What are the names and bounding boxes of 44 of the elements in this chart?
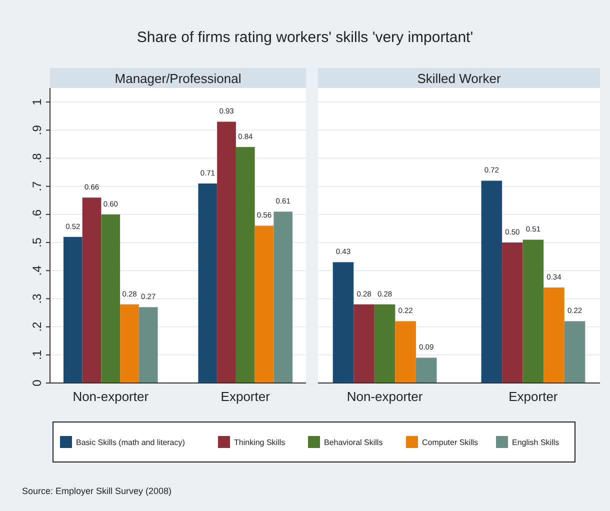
x-tick-label: Exporter: [508, 389, 558, 404]
bar: [138, 307, 158, 383]
chart-subtitle: Manager/Professional: [114, 71, 242, 86]
x-tick-label: Exporter: [220, 389, 271, 404]
x-tick-label: Non-exporter: [346, 389, 424, 404]
bar: [274, 212, 293, 383]
legend-label: Thinking Skills: [234, 438, 286, 447]
chart-subtitle: Skilled Worker: [417, 71, 502, 86]
bar: [522, 240, 544, 383]
y-tick-label: .2: [30, 321, 44, 332]
y-tick-label: .8: [30, 152, 44, 164]
bar: [63, 236, 82, 383]
bar: [332, 262, 354, 383]
bar: [198, 184, 218, 383]
bar: [354, 304, 374, 383]
y-tick-label: .5: [30, 237, 44, 248]
bar: [564, 321, 586, 383]
x-tick-label: Non-exporter: [72, 389, 150, 404]
bar: [236, 147, 255, 383]
bar: [374, 304, 396, 383]
legend-label: English Skills: [512, 438, 560, 447]
y-tick-label: .6: [30, 209, 44, 220]
y-tick-label: .4: [30, 265, 44, 276]
legend-label: Computer Skills: [422, 438, 478, 447]
bar: [416, 358, 437, 383]
legend-label: Basic Skills (math and literacy): [76, 438, 186, 447]
bar: [217, 122, 236, 383]
bar: [544, 287, 564, 383]
y-tick-label: 1: [30, 98, 44, 106]
y-tick-label: .7: [30, 181, 44, 192]
bar: [101, 214, 120, 383]
source-note: Source: Employer Skill Survey (2008): [22, 486, 172, 496]
bar: [254, 226, 274, 383]
legend-label: Behavioral Skills: [324, 438, 383, 447]
bar: [395, 321, 416, 383]
bar: [502, 242, 523, 383]
bar: [82, 198, 102, 383]
chart-title: Share of firms rating workers' skills 'very important': [136, 29, 474, 46]
bar: [120, 304, 139, 383]
y-tick-label: 0: [30, 379, 44, 386]
y-tick-label: .1: [30, 350, 44, 360]
bar: [481, 180, 502, 383]
y-tick-label: .9: [30, 124, 44, 136]
y-tick-label: .3: [30, 293, 44, 304]
